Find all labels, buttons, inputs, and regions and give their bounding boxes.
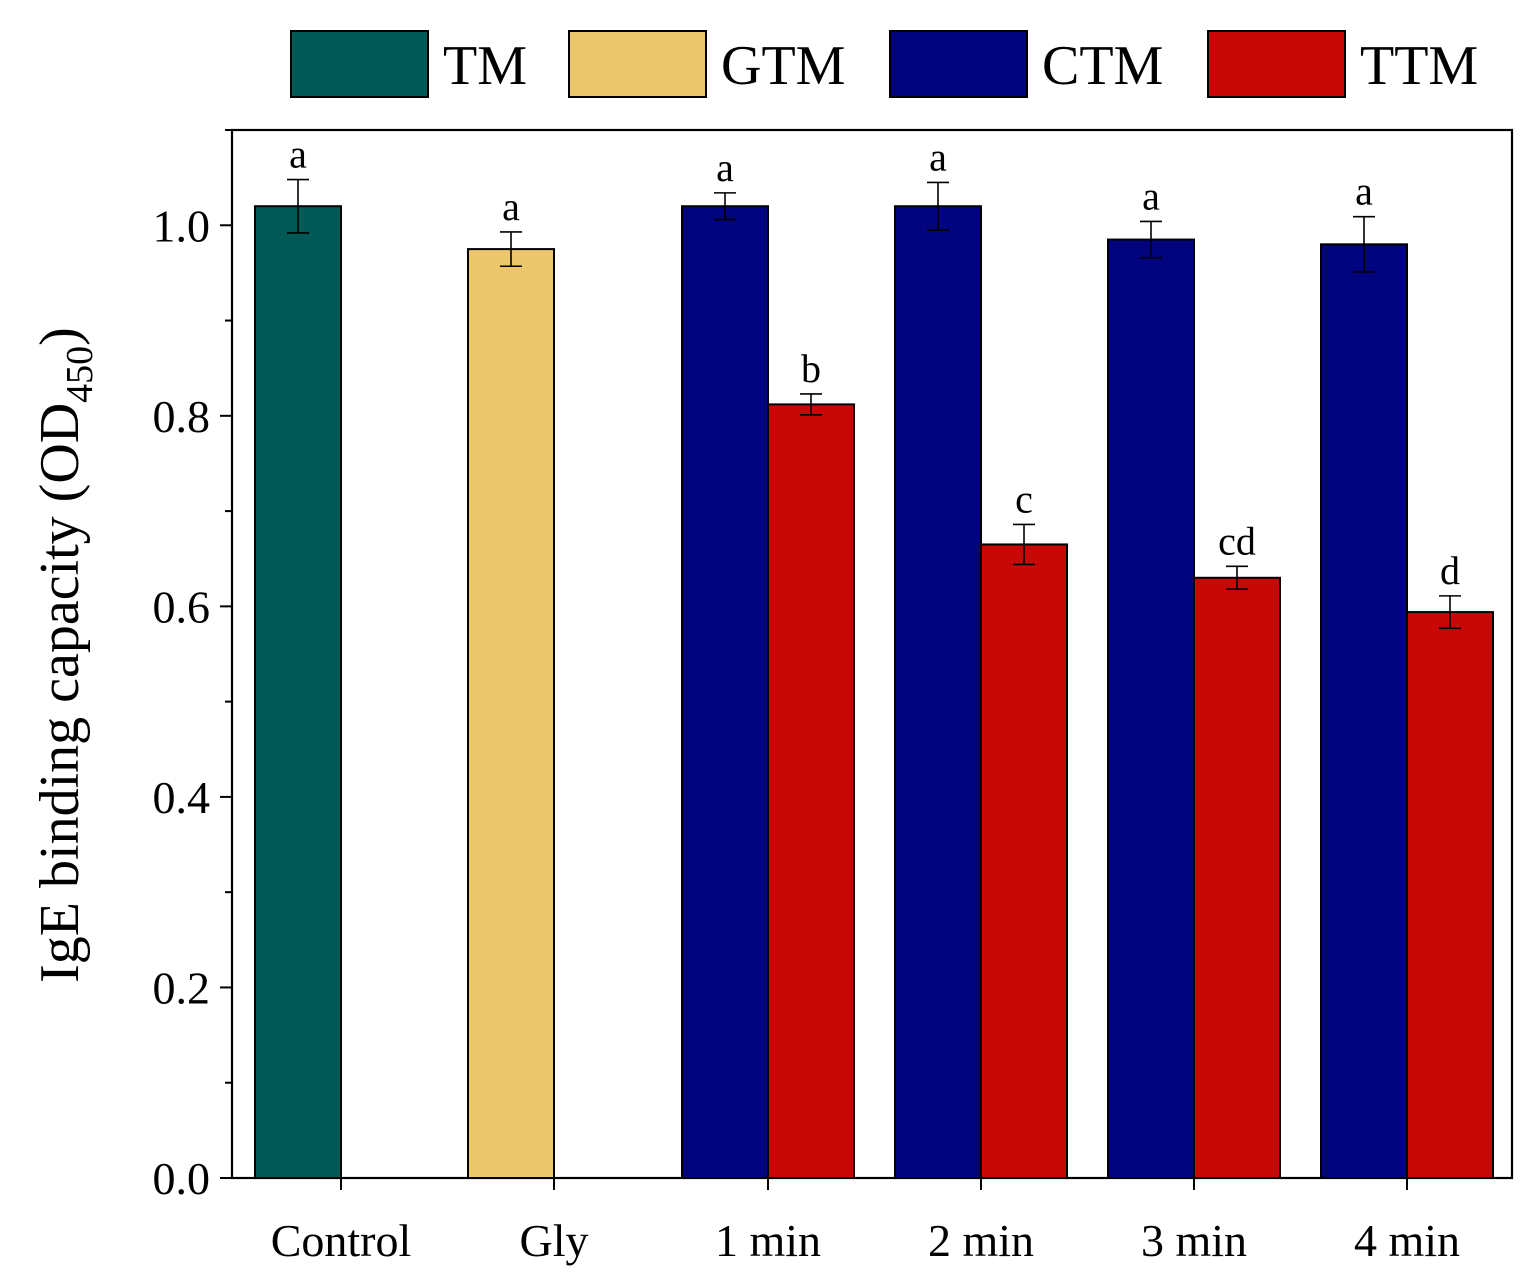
x-tick-label: Gly <box>520 1215 589 1266</box>
significance-label: c <box>1015 476 1033 521</box>
y-axis-title: IgE binding capacity (OD450) <box>29 327 101 983</box>
bar-TTM-2 <box>767 403 855 1180</box>
legend-swatch-TM <box>290 30 429 98</box>
y-tick-label: 0.0 <box>153 1153 211 1204</box>
y-tick-label: 0.6 <box>153 581 211 632</box>
bar-CTM-4 <box>1107 238 1195 1179</box>
legend-label-CTM: CTM <box>1042 35 1163 97</box>
significance-label: a <box>289 132 307 177</box>
significance-label: a <box>1142 173 1160 218</box>
bar-CTM-5 <box>1320 243 1408 1179</box>
x-tick-label: 4 min <box>1354 1215 1460 1266</box>
bar-TTM-5 <box>1406 611 1494 1179</box>
x-axis: Control Gly 1 min 2 min 3 min 4 min <box>271 1178 1460 1266</box>
bar-GTM-1 <box>467 248 555 1180</box>
significance-label: a <box>929 134 947 179</box>
bar-TTM-4 <box>1193 576 1281 1179</box>
y-tick-label: 1.0 <box>153 200 211 251</box>
bars: a a a b a c a cd a d <box>254 132 1494 1180</box>
bar-TM-0 <box>254 205 342 1179</box>
legend-swatch-CTM <box>889 30 1028 98</box>
y-axis-title-close: ) <box>29 327 91 346</box>
legend-label-TTM: TTM <box>1360 35 1478 97</box>
x-tick-label: 2 min <box>928 1215 1034 1266</box>
y-tick-label: 0.2 <box>153 962 211 1013</box>
significance-label: a <box>1355 169 1373 214</box>
legend-swatch-TTM <box>1207 30 1346 98</box>
significance-label: b <box>801 346 821 391</box>
y-tick-label: 0.8 <box>153 391 211 442</box>
significance-label: a <box>716 145 734 190</box>
legend-label-GTM: GTM <box>721 35 845 97</box>
legend-label-TM: TM <box>443 35 527 97</box>
legend-swatch-GTM <box>568 30 707 98</box>
plot-area <box>230 128 1514 1180</box>
significance-label: a <box>502 184 520 229</box>
legend: TM GTM CTM TTM <box>290 30 1478 98</box>
significance-label: d <box>1440 548 1460 593</box>
bar-CTM-2 <box>681 205 769 1179</box>
y-tick-label: 0.4 <box>153 772 211 823</box>
y-axis: 0.0 0.2 0.4 0.6 0.8 1.0 <box>153 129 232 1204</box>
x-tick-label: Control <box>271 1215 412 1266</box>
x-tick-label: 1 min <box>715 1215 821 1266</box>
significance-label: cd <box>1218 518 1256 563</box>
y-axis-title-subscript: 450 <box>59 346 101 403</box>
bar-CTM-3 <box>894 205 982 1179</box>
bar-TTM-3 <box>980 543 1068 1179</box>
x-tick-label: 3 min <box>1141 1215 1247 1266</box>
plot-frame <box>230 128 1514 1180</box>
